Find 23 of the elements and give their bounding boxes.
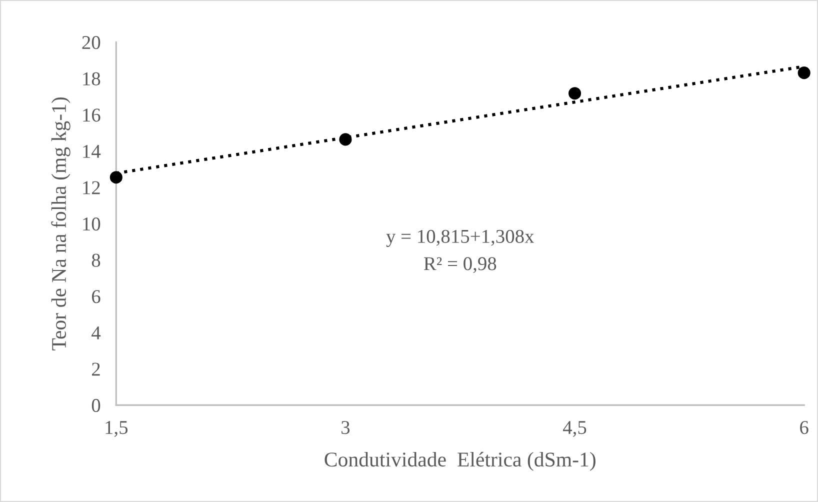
y-tick-label: 0 <box>92 398 100 412</box>
annotation: y = 10,815+1,308x <box>386 230 534 247</box>
y-tick-label: 18 <box>83 72 100 86</box>
y-tick-label: 10 <box>83 217 100 231</box>
point <box>110 171 122 184</box>
annotation: R² = 0,98 <box>424 257 496 274</box>
y-axis-title: Teor de Na na folha (mg kg-1) <box>51 97 70 350</box>
x-tick-label: 3 <box>342 421 350 434</box>
y-tick-label: 16 <box>83 108 100 122</box>
y-tick-label: 12 <box>83 181 100 194</box>
point <box>798 66 810 80</box>
y-tick-label: 6 <box>92 290 100 304</box>
y-tick-label: 2 <box>92 362 100 376</box>
y-tick-label: 8 <box>92 254 100 267</box>
point <box>339 133 352 146</box>
x-tick-label: 6 <box>800 421 808 434</box>
x-tick-label: 1,5 <box>106 421 128 437</box>
y-tick-label: 20 <box>82 36 100 50</box>
x-axis-title: Condutividade Elétrica (dSm-1) <box>324 452 596 471</box>
x-tick-label: 4,5 <box>563 421 586 437</box>
y-tick-label: 14 <box>83 144 101 158</box>
point <box>568 87 582 100</box>
y-tick-label: 4 <box>92 326 101 340</box>
